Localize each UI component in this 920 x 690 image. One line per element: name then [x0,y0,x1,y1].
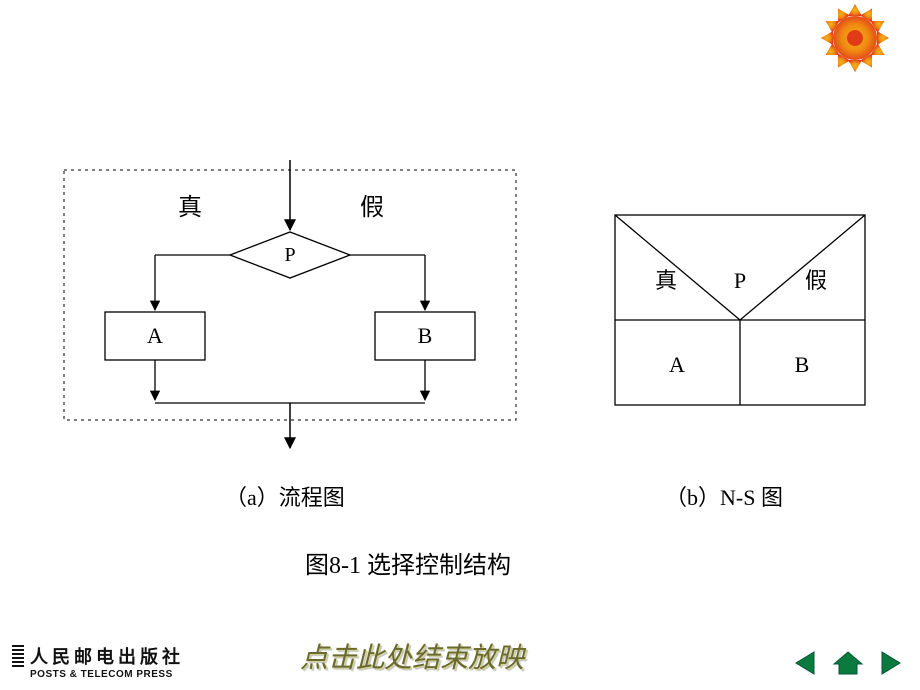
publisher-block: 人民邮电出版社 POSTS & TELECOM PRESS [10,643,184,680]
ns-branch-a: A [669,352,685,377]
publisher-logo-icon [10,643,26,661]
ns-true-label: 真 [655,268,677,293]
nav-buttons [788,648,908,678]
condition-p: P [284,244,295,266]
flow-box-a: A [147,323,163,348]
publisher-en: POSTS & TELECOM PRESS [30,669,184,680]
figure-caption: 图8-1 选择控制结构 [305,545,511,580]
decorative-sun [800,0,910,95]
ns-false-label: 假 [805,268,827,293]
nav-home-button[interactable] [830,648,866,678]
ns-condition: P [734,268,746,293]
end-slideshow-link[interactable]: 点击此处结束放映 [300,636,524,676]
flow-false-label: 假 [360,194,384,221]
flowchart-diagram: P 真 假 A B [60,160,520,455]
flow-true-label: 真 [178,194,202,221]
nav-next-button[interactable] [872,648,908,678]
nav-prev-button[interactable] [788,648,824,678]
caption-a: （a）流程图 [225,480,345,512]
publisher-cn: 人民邮电出版社 [30,643,184,669]
ns-branch-b: B [795,352,810,377]
caption-b: （b）N-S 图 [665,480,783,512]
flow-box-b: B [418,323,433,348]
ns-diagram: 真 假 P A B [610,210,870,415]
